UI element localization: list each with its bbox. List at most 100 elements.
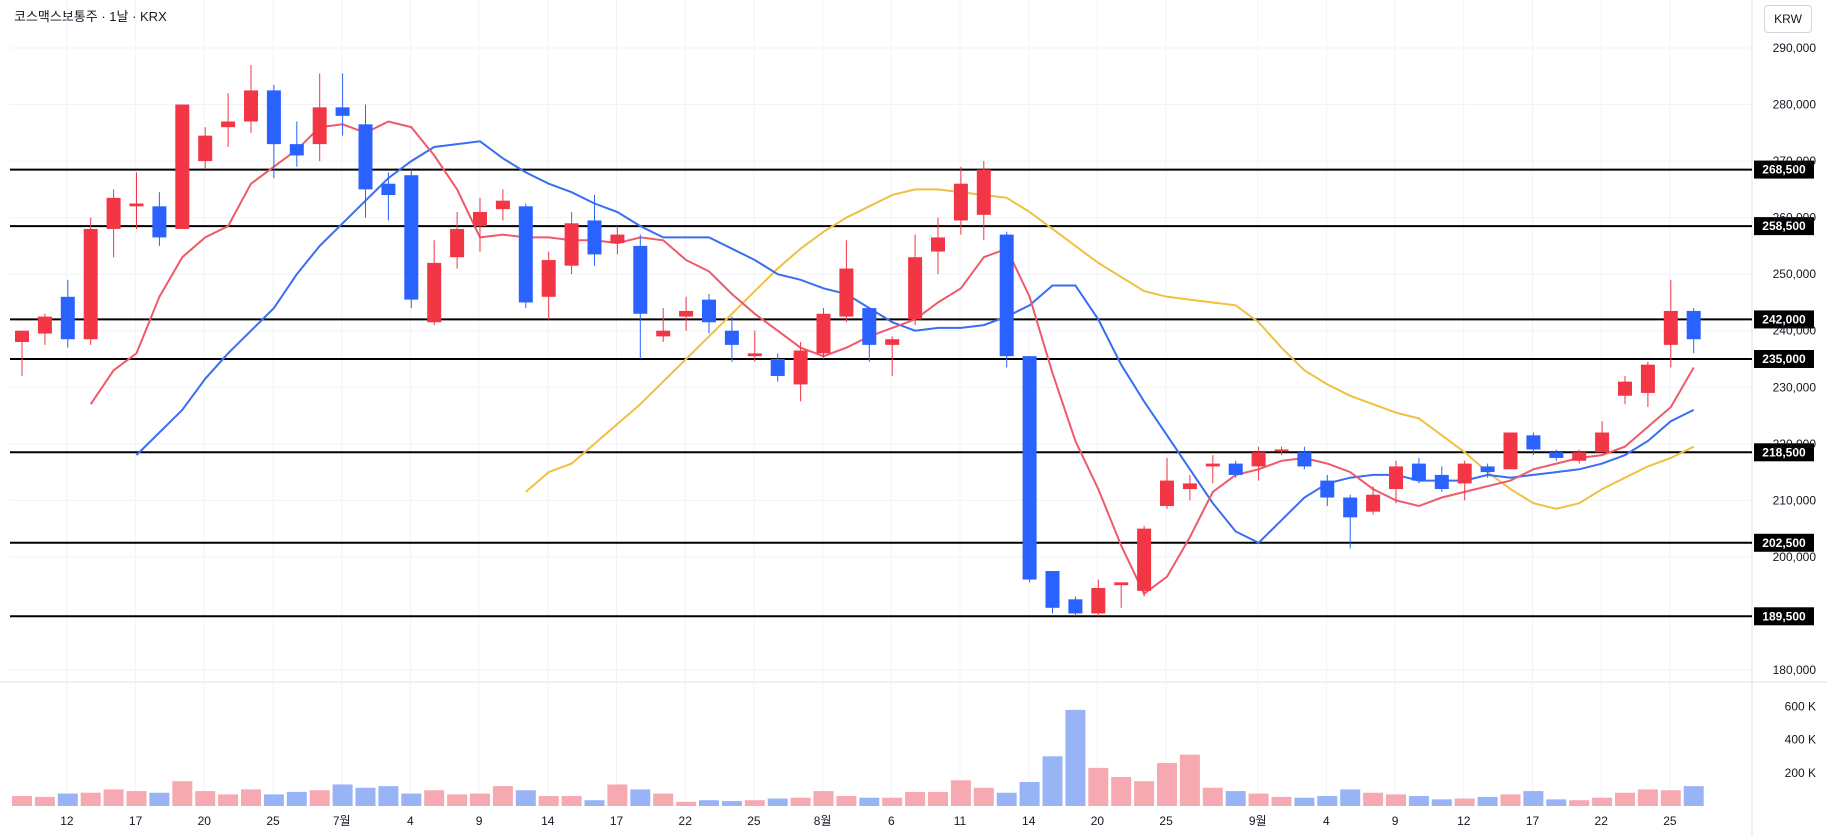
volume-bar bbox=[309, 790, 330, 806]
time-tick-label: 22 bbox=[679, 814, 693, 828]
candle-body bbox=[1114, 582, 1129, 586]
candle-body bbox=[1068, 599, 1083, 614]
candle-body bbox=[1366, 494, 1381, 512]
candle-body bbox=[953, 183, 968, 221]
volume-bar bbox=[1454, 798, 1475, 806]
volume-bar bbox=[859, 797, 880, 806]
candle-body bbox=[312, 107, 327, 145]
volume-bar bbox=[1615, 792, 1635, 806]
price-tick-label: 290,000 bbox=[1773, 41, 1817, 55]
candle-body bbox=[37, 316, 52, 334]
volume-bar bbox=[1157, 762, 1177, 806]
price-axis: 290,000 280,000 270,000 260,000 250,000 240,0… bbox=[1773, 41, 1817, 780]
candle-body bbox=[198, 135, 213, 162]
volume-bar bbox=[1042, 756, 1063, 806]
time-tick-label: 9월 bbox=[1249, 814, 1267, 828]
candle-body bbox=[541, 260, 556, 297]
ma20-line bbox=[525, 188, 1695, 510]
volume-bar bbox=[1225, 791, 1246, 806]
volume-bar bbox=[470, 793, 490, 806]
candle-body bbox=[770, 359, 785, 376]
candle-body bbox=[679, 310, 694, 317]
support-label: 258,500 bbox=[1762, 219, 1806, 233]
time-tick-label: 17 bbox=[1526, 814, 1540, 828]
candle-body bbox=[1457, 463, 1472, 484]
volume-bar bbox=[1431, 799, 1452, 806]
volume-bar bbox=[1386, 794, 1406, 806]
price-tick-label: 200,000 bbox=[1773, 550, 1817, 564]
time-tick-label: 14 bbox=[541, 814, 555, 828]
time-tick-label: 8월 bbox=[814, 814, 832, 828]
volume-bar bbox=[1523, 791, 1544, 806]
candle-body bbox=[427, 262, 442, 323]
candle-body bbox=[1480, 466, 1495, 473]
candle-body bbox=[999, 234, 1014, 357]
candle-body bbox=[885, 339, 900, 345]
candle-body bbox=[908, 257, 923, 320]
candle-body bbox=[1160, 480, 1174, 507]
time-tick-label: 9 bbox=[1392, 814, 1399, 828]
volume-bar bbox=[744, 800, 765, 806]
candle-body bbox=[450, 228, 465, 258]
volume-bar bbox=[1271, 796, 1292, 806]
volume-bar bbox=[584, 800, 605, 806]
candle-body bbox=[518, 206, 533, 303]
volume-bars bbox=[12, 709, 1704, 806]
support-label-bg bbox=[1754, 310, 1814, 329]
time-axis: 12 17 20 25 7월 4 9 14 17 22 25 8월 6 11 14 20 25 9월 4 9 12 17 2… bbox=[60, 814, 1677, 828]
ma20-polyline bbox=[525, 188, 1695, 510]
candle-body bbox=[724, 330, 739, 345]
time-tick-label: 12 bbox=[60, 814, 74, 828]
time-tick-label: 17 bbox=[129, 814, 143, 828]
candle-body bbox=[1320, 480, 1335, 498]
volume-bar bbox=[561, 796, 582, 806]
price-tick-label: 210,000 bbox=[1773, 493, 1817, 507]
volume-bar bbox=[928, 791, 948, 806]
ma10-line bbox=[135, 140, 1695, 545]
candle-body bbox=[1526, 435, 1541, 450]
currency-button[interactable]: KRW bbox=[1764, 5, 1812, 33]
volume-bar bbox=[1477, 796, 1498, 806]
price-tick-label: 260,000 bbox=[1773, 211, 1817, 225]
support-label-bg bbox=[1754, 533, 1814, 552]
time-tick-label: 6 bbox=[888, 814, 895, 828]
candle-body bbox=[1137, 528, 1152, 591]
volume-bar bbox=[1637, 789, 1658, 806]
volume-bar bbox=[1248, 793, 1269, 806]
time-tick-label: 20 bbox=[1091, 814, 1105, 828]
candle-body bbox=[1640, 364, 1655, 393]
volume-bar bbox=[607, 784, 628, 806]
volume-bar bbox=[676, 801, 697, 806]
volume-bar bbox=[241, 789, 261, 806]
volume-bar bbox=[882, 797, 903, 806]
support-label: 218,500 bbox=[1762, 445, 1806, 459]
candle-body bbox=[793, 350, 808, 385]
volume-bar bbox=[1179, 754, 1200, 806]
time-tick-label: 22 bbox=[1595, 814, 1609, 828]
candles bbox=[15, 64, 1701, 617]
volume-bar bbox=[12, 796, 32, 806]
candle-body bbox=[1205, 463, 1220, 467]
price-tick-label: 220,000 bbox=[1773, 437, 1817, 451]
volume-bar bbox=[424, 790, 445, 806]
volume-bar bbox=[790, 797, 811, 806]
candle-body bbox=[1618, 381, 1632, 396]
support-label-bg bbox=[1754, 607, 1814, 626]
candle-body bbox=[335, 107, 350, 116]
volume-bar bbox=[103, 789, 124, 806]
price-tick-label: 230,000 bbox=[1773, 380, 1817, 394]
volume-bar bbox=[1317, 796, 1338, 806]
volume-bar bbox=[905, 791, 926, 806]
volume-bar bbox=[813, 791, 834, 806]
horizontal-lines: 268,500 258,500 242,000 235,000 218,500 202,5… bbox=[10, 160, 1814, 626]
volume-bar bbox=[263, 794, 284, 806]
candle-body bbox=[1411, 463, 1426, 481]
volume-bar bbox=[1408, 796, 1429, 806]
time-tick-label: 20 bbox=[198, 814, 212, 828]
volume-bar bbox=[653, 793, 674, 806]
price-tick-label: 250,000 bbox=[1773, 267, 1817, 281]
candle-body bbox=[381, 183, 396, 196]
volume-bar bbox=[1111, 777, 1132, 806]
ma5-polyline bbox=[89, 120, 1695, 596]
